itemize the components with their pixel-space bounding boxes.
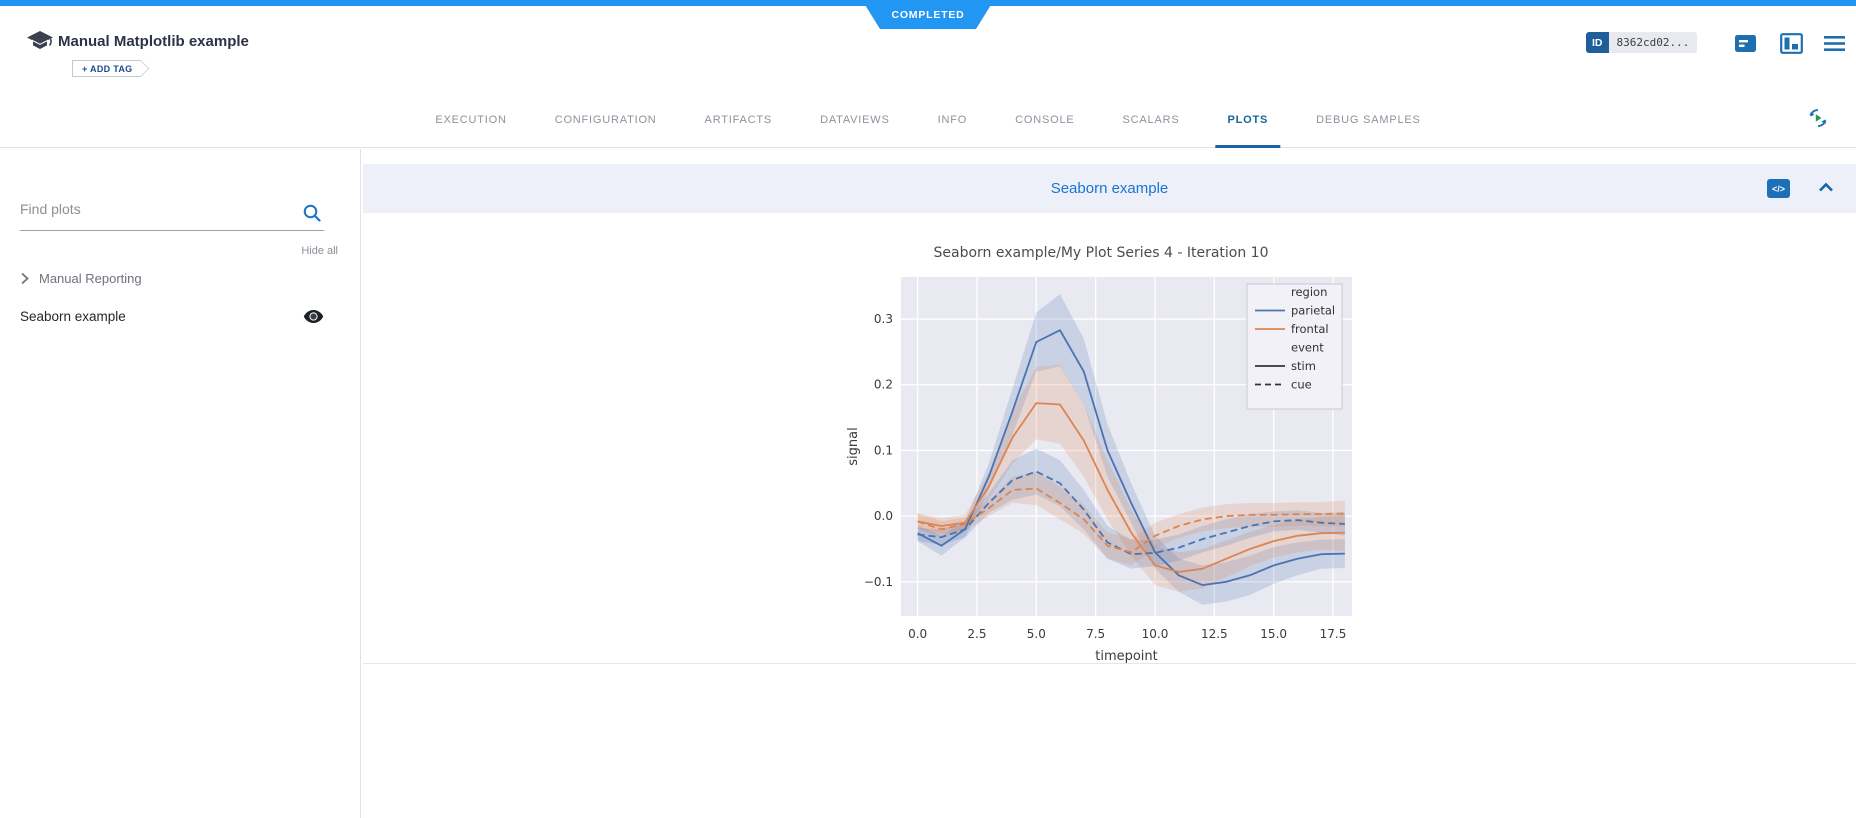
y-tick-label: 0.2 [874,378,893,392]
x-tick-label: 7.5 [1086,627,1105,641]
seaborn-chart: region parietal frontal event stim cue −0.1 0.0… [846,277,1352,664]
y-tick-label: 0.1 [874,443,893,457]
find-plots-row [20,201,324,231]
legend-label-parietal: parietal [1291,304,1335,318]
y-tick-label: 0.3 [874,312,893,326]
x-tick-label: 17.5 [1320,627,1347,641]
y-axis-label: signal [846,427,861,465]
menu-icon[interactable] [1822,31,1846,55]
x-tick-label: 12.5 [1201,627,1228,641]
series-line-parietal-cue [917,470,1345,556]
tab-scalars[interactable]: SCALARS [1122,114,1180,126]
sidebar-group-label: Manual Reporting [39,271,142,286]
series-line-parietal-stim [917,329,1345,587]
series-line-frontal-stim [917,402,1345,573]
tab-plots[interactable]: PLOTS [1203,92,1292,148]
tab-info[interactable]: INFO [937,114,968,126]
series-band-parietal-cue [917,448,1345,569]
plot-panel-title: Seaborn example [1050,180,1169,197]
legend-label-region: region [1291,285,1327,299]
chevron-right-icon [21,272,29,285]
x-tick-label: 10.0 [1142,627,1169,641]
code-icon[interactable]: </> [1767,179,1790,198]
id-label: ID [1586,32,1609,53]
experiment-id-badge[interactable]: ID 8362cd02... [1586,32,1698,53]
page-title: Manual Matplotlib example [58,33,249,50]
x-tick-label: 5.0 [1027,627,1046,641]
x-tick-label: 15.0 [1260,627,1287,641]
plot-panel-body: Seaborn example/My Plot Series 4 - Itera… [363,213,1856,664]
plot-panel-header: Seaborn example </> [363,164,1856,213]
sidebar-item-label: Seaborn example [20,309,126,324]
info-panel-icon[interactable] [1779,31,1803,55]
tab-debug-samples[interactable]: DEBUG SAMPLES [1316,114,1421,126]
tab-list: EXECUTION CONFIGURATION ARTIFACTS DATAVIEWS… [411,92,1444,148]
auto-refresh-icon[interactable] [1806,106,1830,130]
x-tick-label: 2.5 [967,627,986,641]
legend-label-event: event [1291,341,1324,355]
status-ribbon: COMPLETED [862,0,994,29]
tab-console[interactable]: CONSOLE [1015,114,1075,126]
status-ribbon-label: COMPLETED [891,8,965,21]
tab-artifacts[interactable]: ARTIFACTS [704,114,773,126]
experiment-icon [26,30,54,59]
tab-configuration[interactable]: CONFIGURATION [554,114,657,126]
find-plots-input[interactable] [20,201,290,217]
series-band-frontal-cue [917,472,1345,566]
plots-main-area: Seaborn example </> Seaborn example/My P… [362,149,1856,818]
x-axis-label: timepoint [1095,649,1158,664]
visibility-eye-icon[interactable] [303,309,324,324]
legend-label-frontal: frontal [1291,322,1329,336]
tab-dataviews[interactable]: DATAVIEWS [820,114,890,126]
y-tick-label: 0.0 [874,509,893,523]
plots-sidebar: Hide all Manual Reporting Seaborn exampl… [0,149,361,818]
y-tick-label: −0.1 [864,575,893,589]
search-icon[interactable] [302,203,322,228]
add-tag-label: + ADD TAG [82,63,133,74]
add-tag-button[interactable]: + ADD TAG [72,60,149,77]
hide-all-button[interactable]: Hide all [301,245,338,257]
legend-label-cue: cue [1291,378,1312,392]
series-line-frontal-cue [917,487,1345,554]
seaborn-figure: Seaborn example/My Plot Series 4 - Itera… [841,245,1366,678]
chart-title: Seaborn example/My Plot Series 4 - Itera… [933,245,1269,261]
tab-bar: EXECUTION CONFIGURATION ARTIFACTS DATAVIEWS… [0,92,1856,148]
collapse-panel-icon[interactable] [1818,180,1834,198]
sidebar-item-seaborn-example[interactable]: Seaborn example [20,309,324,324]
legend-box [1246,283,1343,410]
sidebar-group-manual-reporting[interactable]: Manual Reporting [20,271,142,286]
tab-execution[interactable]: EXECUTION [435,114,507,126]
details-icon[interactable] [1733,31,1757,55]
x-tick-label: 0.0 [908,627,927,641]
id-value: 8362cd02... [1608,32,1698,53]
legend-label-stim: stim [1291,359,1316,373]
series-band-parietal-stim [917,294,1345,605]
